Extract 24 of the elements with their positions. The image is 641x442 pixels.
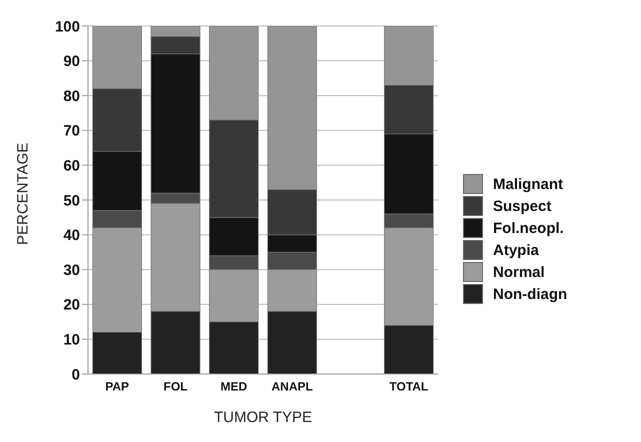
y-tick-label: 30 (63, 262, 80, 279)
x-tick-label: FOL (164, 380, 188, 394)
x-tick-label: PAP (105, 380, 130, 394)
x-tick-label: ANAPL (271, 380, 313, 394)
legend-label: Malignant (493, 176, 563, 192)
y-tick-label: 10 (63, 332, 80, 349)
x-tick-label: TOTAL (389, 380, 428, 394)
y-tick-label: 40 (63, 227, 80, 244)
y-tick-label: 50 (63, 192, 80, 210)
y-tick-label: 90 (63, 53, 80, 70)
y-tick-label: 70 (63, 122, 80, 140)
legend-label: Atypia (493, 242, 539, 258)
legend-label: Non-diagn (493, 286, 568, 302)
y-tick-label: 80 (63, 88, 80, 105)
x-tick-label: MED (220, 380, 248, 394)
legend-label: Suspect (493, 198, 552, 214)
y-tick-label: 100 (54, 18, 80, 36)
y-tick-label: 20 (63, 296, 80, 314)
y-axis-title: PERCENTAGE (14, 142, 32, 245)
y-tick-label: 0 (72, 366, 80, 384)
y-tick-label: 60 (63, 158, 80, 175)
legend-label: Normal (493, 264, 545, 280)
legend-label: Fol.neopl. (493, 220, 564, 236)
x-axis-title: TUMOR TYPE (214, 409, 312, 426)
